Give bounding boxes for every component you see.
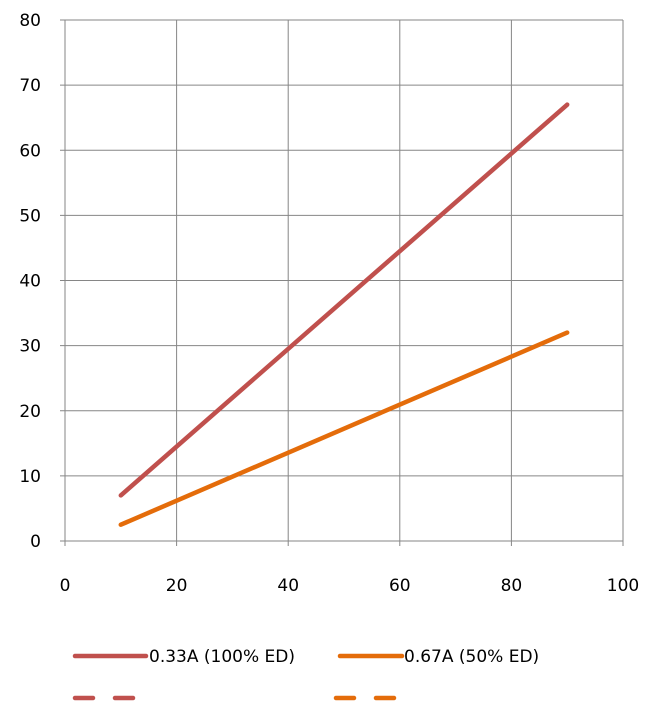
x-tick-label: 20 bbox=[166, 576, 188, 596]
y-tick-label: 40 bbox=[19, 272, 41, 292]
y-tick-label: 20 bbox=[19, 402, 41, 422]
y-tick-label: 30 bbox=[19, 337, 41, 357]
legend-label-2: 0.67A (50% ED) bbox=[404, 647, 539, 667]
series-line-2 bbox=[118, 330, 570, 527]
x-axis-tick-labels: 0 20 40 60 80 100 bbox=[60, 576, 640, 596]
y-tick-label: 80 bbox=[19, 11, 41, 31]
x-tick-label: 40 bbox=[277, 576, 299, 596]
y-axis-tick-labels: 0 10 20 30 40 50 60 70 80 bbox=[19, 11, 41, 552]
series-lines bbox=[118, 102, 570, 527]
y-tick-label: 60 bbox=[19, 141, 41, 161]
x-tick-label: 0 bbox=[60, 576, 71, 596]
x-tick-label: 100 bbox=[607, 576, 639, 596]
y-tick-label: 50 bbox=[19, 206, 41, 226]
y-tick-label: 70 bbox=[19, 76, 41, 96]
legend: 0.33A (100% ED) 0.67A (50% ED) bbox=[72, 647, 539, 701]
x-tick-label: 60 bbox=[389, 576, 411, 596]
y-tick-label: 0 bbox=[30, 532, 41, 552]
axis-lines bbox=[60, 19, 624, 546]
legend-label-1: 0.33A (100% ED) bbox=[149, 647, 295, 667]
y-tick-label: 10 bbox=[19, 467, 41, 487]
x-tick-label: 80 bbox=[501, 576, 523, 596]
grid-lines bbox=[64, 19, 624, 542]
series-line-1 bbox=[118, 102, 570, 498]
